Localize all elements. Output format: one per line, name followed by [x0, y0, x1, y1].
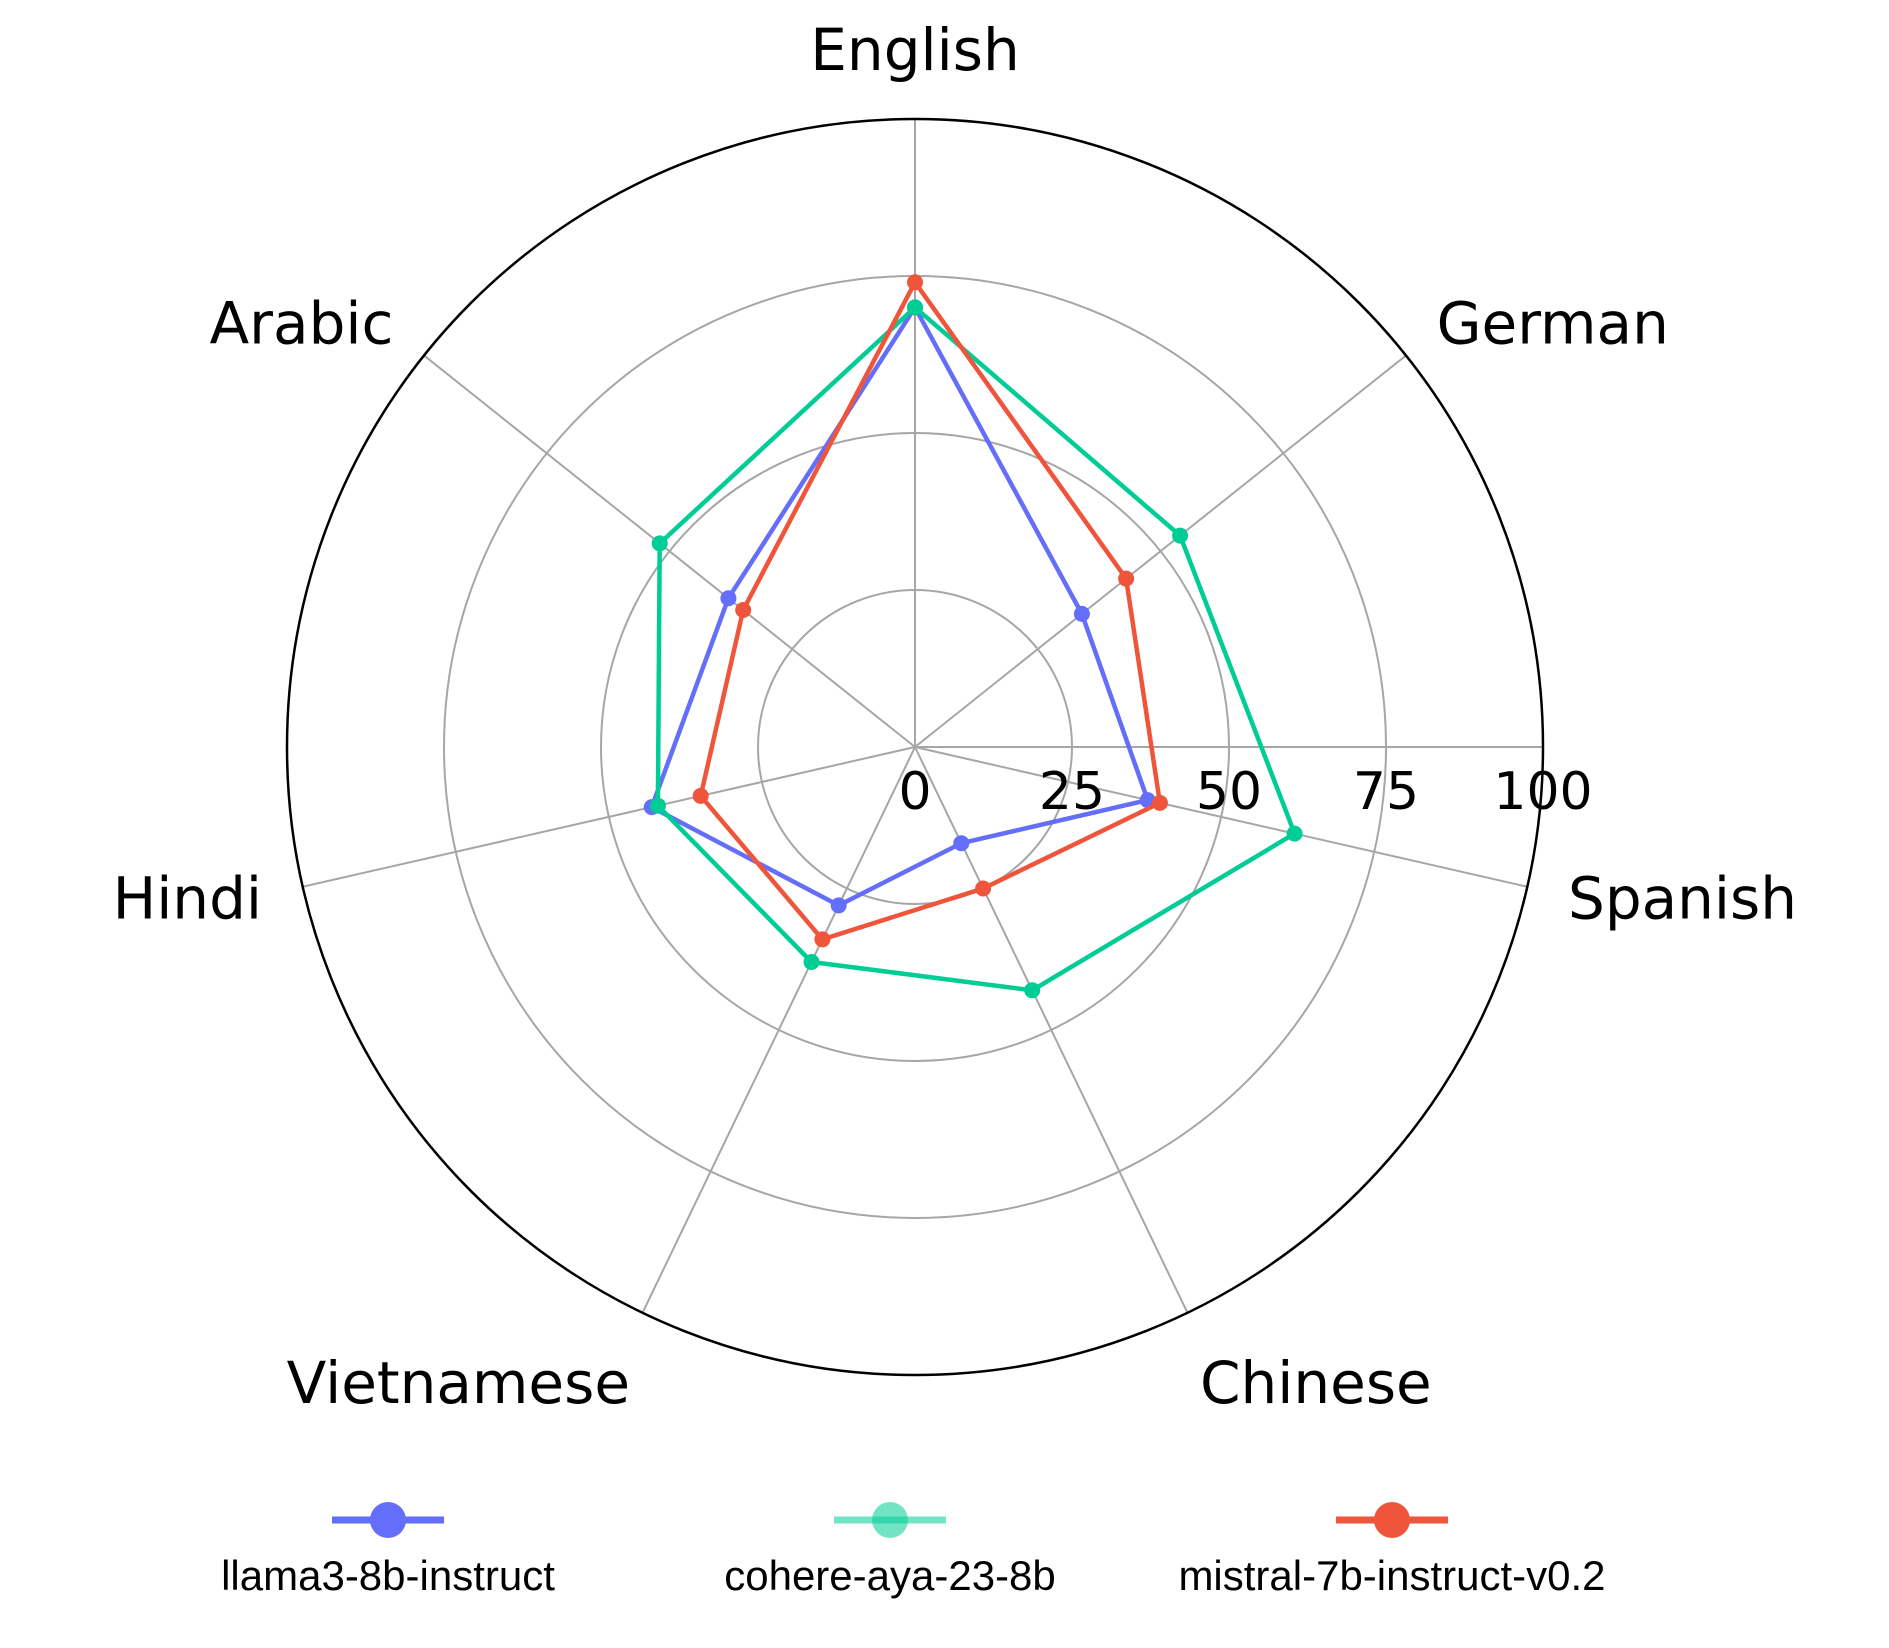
point-llama3-8b-instruct-german — [1073, 605, 1090, 622]
point-llama3-8b-instruct-chinese — [953, 835, 970, 852]
axis-label-vietnamese: Vietnamese — [287, 1349, 630, 1417]
axis-label-english: English — [810, 16, 1019, 84]
tick-label-25: 25 — [1039, 762, 1105, 822]
legend-marker-llama3-8b-instruct — [370, 1502, 406, 1538]
axis-label-arabic: Arabic — [210, 289, 394, 357]
point-llama3-8b-instruct-vietnamese — [830, 897, 847, 914]
axis-label-german: German — [1437, 289, 1669, 357]
point-mistral-7b-instruct-v0-2-chinese — [975, 880, 992, 897]
legend-marker-cohere-aya-23-8b — [872, 1502, 908, 1538]
series-layer — [643, 274, 1303, 999]
outer-boundary — [285, 117, 1545, 1377]
legend-label-mistral-7b-instruct-v0-2: mistral-7b-instruct-v0.2 — [1178, 1552, 1605, 1599]
tick-label-50: 50 — [1196, 762, 1262, 822]
point-mistral-7b-instruct-v0-2-spanish — [1151, 794, 1168, 811]
legend-label-llama3-8b-instruct: llama3-8b-instruct — [221, 1552, 555, 1599]
spoke-german — [914, 354, 1407, 748]
point-mistral-7b-instruct-v0-2-arabic — [735, 602, 752, 618]
point-mistral-7b-instruct-v0-2-hindi — [692, 787, 709, 804]
point-cohere-aya-23-8b-spanish — [1286, 825, 1303, 842]
series-line-mistral-7b-instruct-v0-2 — [698, 280, 1163, 942]
legend: llama3-8b-instruct cohere-aya-23-8b mistra… — [221, 1502, 1606, 1599]
point-cohere-aya-23-8b-german — [1172, 527, 1189, 544]
point-mistral-7b-instruct-v0-2-english — [907, 274, 923, 291]
spoke-chinese — [914, 746, 1189, 1314]
axis-label-hindi: Hindi — [113, 865, 262, 933]
point-llama3-8b-instruct-spanish — [1139, 792, 1156, 809]
point-cohere-aya-23-8b-chinese — [1024, 982, 1041, 999]
series-line-cohere-aya-23-8b — [655, 305, 1297, 993]
tick-label-0: 0 — [898, 762, 931, 822]
tick-label-75: 75 — [1353, 762, 1419, 822]
tick-label-100: 100 — [1493, 762, 1592, 822]
spoke-spanish — [914, 746, 1528, 888]
series-line-llama3-8b-instruct — [649, 305, 1150, 908]
spoke-arabic — [423, 354, 916, 748]
spoke-vietnamese — [641, 746, 916, 1314]
spoke-hindi — [302, 746, 916, 888]
legend-label-cohere-aya-23-8b: cohere-aya-23-8b — [724, 1552, 1056, 1599]
axis-label-chinese: Chinese — [1200, 1349, 1432, 1417]
point-cohere-aya-23-8b-english — [907, 299, 923, 316]
point-cohere-aya-23-8b-hindi — [649, 797, 666, 814]
radial-tick-labels: 0 25 50 75 100 — [898, 762, 1592, 822]
point-cohere-aya-23-8b-vietnamese — [803, 954, 820, 970]
point-mistral-7b-instruct-v0-2-vietnamese — [814, 931, 831, 948]
radar-grid — [285, 117, 1545, 1377]
axis-label-spanish: Spanish — [1568, 865, 1797, 933]
point-cohere-aya-23-8b-arabic — [651, 535, 668, 552]
axis-labels: English German Spanish Chinese Vietnamese Hin… — [113, 16, 1797, 1417]
point-llama3-8b-instruct-arabic — [720, 590, 737, 607]
legend-marker-mistral-7b-instruct-v0-2 — [1374, 1502, 1410, 1538]
point-mistral-7b-instruct-v0-2-german — [1118, 570, 1135, 587]
